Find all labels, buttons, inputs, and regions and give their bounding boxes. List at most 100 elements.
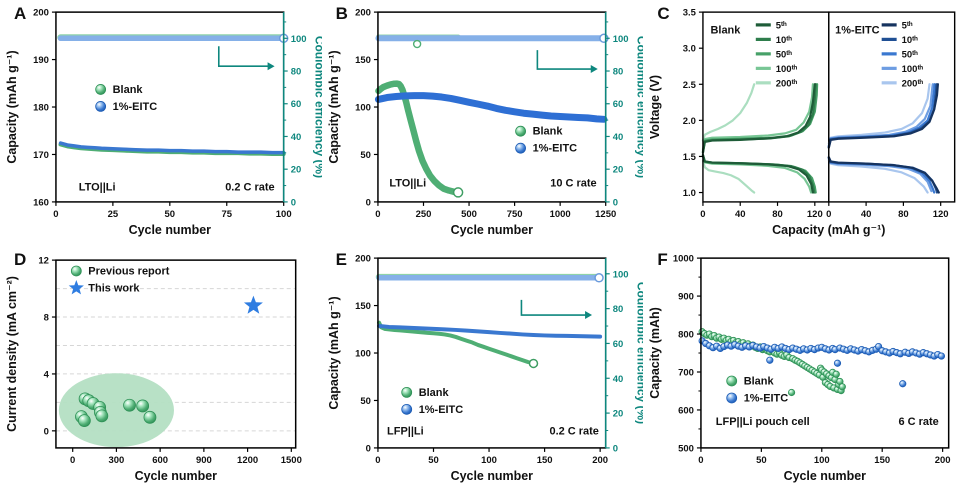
x-tick-label: 50 — [756, 455, 767, 466]
eitc-5th — [828, 156, 941, 194]
panel-c-cell: C 0 40 80 120 Blank 5ᵗʰ 10ᵗʰ 50ᵗʰ 100ᵗʰ 200ᵗʰ 0 40 8… — [643, 0, 965, 246]
x-tick-label: 120 — [933, 209, 949, 220]
this-work — [243, 295, 263, 314]
panel-f-chart: 0 50 100 150 200 500 600 700 800 900 1000 Cycle num… — [648, 254, 951, 483]
panel-d-cell: D 0 300 600 900 1200 1500 0 4 8 12 Cycle number Cur… — [0, 246, 322, 492]
y-tick-label: 12 — [38, 256, 49, 267]
annotation-text: LFP||Li pouch cell — [716, 416, 810, 428]
x-tick-label: 1200 — [237, 455, 258, 466]
x-tick-label: 300 — [109, 455, 125, 466]
arrowhead — [584, 311, 592, 320]
panel-e-chart: 0 50 100 150 200 0 50 100 150 200 0 20 40 60 80 100 Coul… — [327, 254, 644, 483]
legend-marker — [68, 279, 84, 295]
x-tick-label: 80 — [773, 209, 784, 220]
legend-label: Blank — [532, 126, 563, 138]
y-tick-label: 200 — [355, 8, 371, 19]
y-tick-label: 1000 — [673, 254, 694, 265]
eitc-capacity — [374, 92, 608, 123]
previous-report — [136, 399, 150, 413]
legend-label: 5ᵗʰ — [776, 20, 787, 31]
legend-label: 10ᵗʰ — [902, 35, 919, 46]
x-tick-label: 75 — [221, 209, 232, 220]
arrowhead — [590, 65, 598, 74]
x-tick-label: 200 — [592, 455, 608, 466]
x-tick-label: 80 — [898, 209, 909, 220]
x-tick-label: 25 — [108, 209, 119, 220]
legend-label: 50ᵗʰ — [902, 49, 919, 60]
y-tick-label: 100 — [355, 103, 371, 114]
eitc-capacity — [58, 141, 286, 155]
legend-label: 5ᵗʰ — [902, 20, 913, 31]
y-tick-label: 160 — [33, 197, 49, 208]
x-tick-label: 0 — [699, 455, 704, 466]
x-axis-title: Cycle number — [129, 223, 212, 237]
legend-label: 1%-EITC — [532, 143, 577, 155]
y-axis-title: Voltage (V) — [648, 75, 662, 139]
x-tick-label: 0 — [701, 209, 706, 220]
blank-ce-outlier — [412, 39, 421, 49]
x-axis-title: Cycle number — [450, 469, 533, 483]
y-tick-label: 190 — [33, 55, 49, 66]
previous-report — [77, 414, 91, 427]
x-tick-label: 1250 — [595, 209, 616, 220]
x-tick-label: 600 — [152, 455, 168, 466]
legend-label: Blank — [113, 84, 144, 96]
y2-tick-label: 40 — [291, 132, 302, 143]
eitc-pouch — [938, 352, 946, 360]
previous-report — [95, 409, 109, 423]
panel-a-cell: A 0 25 50 75 100 160 170 180 190 200 0 20 40 60 80 100 C… — [0, 0, 322, 246]
x-tick-label: 0 — [70, 455, 75, 466]
y2-tick-label: 20 — [291, 165, 302, 176]
x-tick-label: 150 — [875, 455, 891, 466]
legend-marker — [514, 142, 526, 154]
legend-label: 1%-EITC — [113, 101, 158, 113]
x-tick-label: 100 — [481, 455, 497, 466]
y-axis-title: Current density (mA cm⁻²) — [5, 276, 19, 432]
y-tick-label: 0 — [365, 443, 370, 454]
y-tick-label: 200 — [33, 8, 49, 19]
eitc-5th — [828, 83, 940, 149]
legend-label: 200ᵗʰ — [902, 78, 924, 89]
y2-tick-label: 40 — [612, 132, 623, 143]
arrowhead — [267, 62, 275, 71]
legend-marker — [95, 101, 107, 112]
x-tick-label: 50 — [165, 209, 176, 220]
y-tick-label: 200 — [355, 254, 371, 265]
y-tick-label: 180 — [33, 103, 49, 114]
eitc-capacity — [376, 323, 602, 339]
y-tick-label: 900 — [678, 292, 694, 303]
y2-axis-title: Coulombic efficiency (%) — [634, 36, 643, 178]
y-axis-title: Capacity (mAh g⁻¹) — [327, 296, 341, 409]
y-tick-label: 0 — [365, 197, 370, 208]
axis-pointer-arrow — [520, 299, 586, 316]
y2-tick-label: 80 — [291, 67, 302, 78]
y2-tick-label: 80 — [612, 67, 623, 78]
y-tick-label: 1.0 — [683, 188, 696, 199]
y2-tick-label: 60 — [612, 99, 623, 110]
blank-capacity — [374, 80, 462, 196]
annotation-text: 0.2 C rate — [549, 426, 598, 438]
axis-pointer-arrow — [536, 50, 592, 70]
y2-tick-label: 40 — [612, 374, 623, 385]
plot-box — [55, 259, 297, 449]
blank-pouch — [833, 370, 841, 378]
panel-f-label: F — [657, 250, 668, 269]
y2-tick-label: 20 — [612, 409, 623, 420]
panel-e-cell: E 0 50 100 150 200 0 50 100 150 200 0 20 40 60 80 100 Co… — [322, 246, 644, 492]
annotation-text: 0.2 C rate — [225, 182, 274, 194]
blank-capacity-end-marker — [528, 358, 538, 369]
legend-label: Blank — [744, 375, 775, 387]
previous-report — [143, 410, 157, 424]
y2-tick-label: 60 — [612, 339, 623, 350]
y2-tick-label: 100 — [291, 34, 307, 45]
legend-label: This work — [88, 282, 140, 294]
legend-label: 200ᵗʰ — [776, 78, 798, 89]
eitc-pouch — [834, 359, 842, 367]
legend-label: Previous report — [88, 265, 169, 277]
panel-b-chart: 0 250 500 750 1000 12500501001502000204060801… — [327, 8, 644, 237]
x-tick-label: 50 — [428, 455, 439, 466]
x-tick-label: 750 — [506, 209, 522, 220]
annotation-text: 10 C rate — [550, 178, 596, 190]
annotation-text: 6 C rate — [899, 416, 939, 428]
y-tick-label: 2.5 — [683, 80, 696, 91]
